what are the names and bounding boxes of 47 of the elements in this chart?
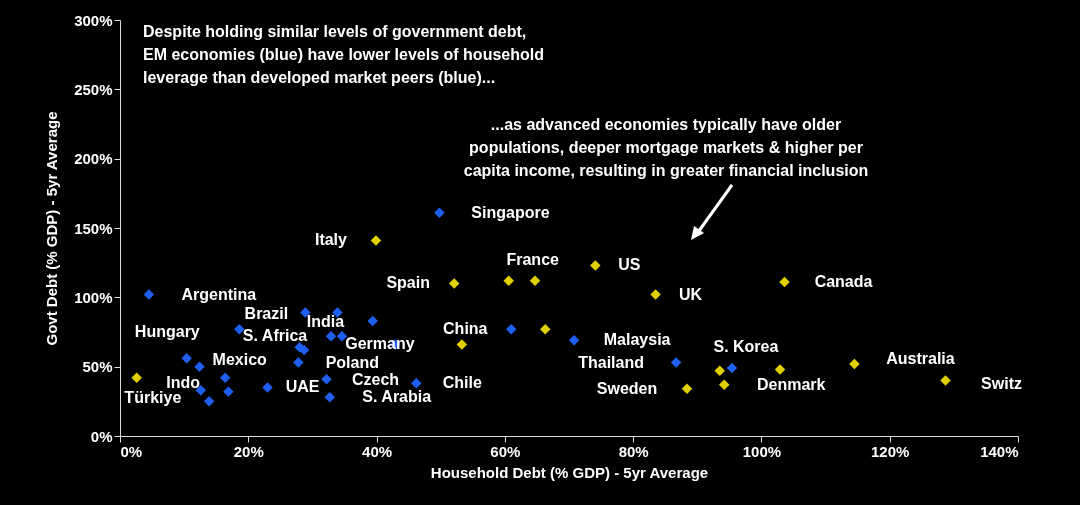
annotation: UK (679, 285, 703, 303)
y-tick-label: 0% (90, 427, 113, 445)
y-axis-title: Govt Debt (% GDP) - 5yr Average (43, 111, 61, 346)
annotation: Czech (351, 371, 400, 389)
annotation: Malaysia (603, 331, 671, 349)
y-tick-label: 300% (74, 11, 113, 29)
x-tick-label: 80% (618, 442, 649, 460)
annotation: Denmark (756, 375, 826, 393)
annotation: Switz (981, 374, 1022, 392)
x-tick-label: 140% (980, 442, 1019, 460)
annotation: France (506, 250, 560, 268)
x-tick-label: 100% (742, 442, 782, 460)
annotation: S. Arabia (362, 388, 432, 406)
annotation: Brazil (244, 304, 289, 322)
annotation: Singapore (471, 203, 550, 221)
annotation: US (618, 256, 641, 274)
annotation: India (306, 312, 345, 330)
x-axis-title: Household Debt (% GDP) - 5yr Average (430, 463, 709, 481)
annotation: Sweden (596, 379, 658, 397)
x-tick-label: 60% (490, 442, 521, 460)
annotation: Thailand (578, 353, 645, 371)
annotation: China (443, 320, 488, 338)
y-tick-label: 50% (82, 358, 113, 376)
x-tick-label: 40% (362, 442, 393, 460)
annotation: Despite holding similar levels of government debt, EM economies (blue) have lower levels of household leverage than developed market peers (blue)... (143, 23, 544, 86)
annotation: Türkiye (124, 389, 182, 407)
annotation: Italy (314, 231, 348, 249)
annotation: ...as advanced economies typically have older populations, deeper mortgage markets & higher per capita income, resulting in greater financial inclusion (463, 116, 869, 179)
annotation: Hungary (134, 323, 200, 341)
annotation: Mexico (212, 351, 268, 369)
annotation: Canada (814, 273, 873, 291)
annotation: UAE (285, 378, 320, 396)
annotation: Indo (166, 373, 201, 391)
y-tick-label: 250% (74, 80, 113, 98)
x-tick-label: 20% (233, 442, 264, 460)
y-tick-label: 200% (74, 150, 113, 168)
annotation: S. Korea (713, 338, 779, 356)
y-tick-label: 100% (74, 288, 113, 306)
annotation: Argentina (181, 285, 257, 303)
annotation: Poland (325, 353, 379, 371)
x-tick-label: 120% (871, 442, 910, 460)
annotation: Chile (442, 374, 482, 392)
y-tick-label: 150% (74, 219, 113, 237)
annotation: S. Africa (242, 327, 308, 345)
annotation: Australia (886, 349, 955, 367)
annotation: Spain (386, 274, 430, 292)
x-tick-label: 0% (120, 442, 143, 460)
